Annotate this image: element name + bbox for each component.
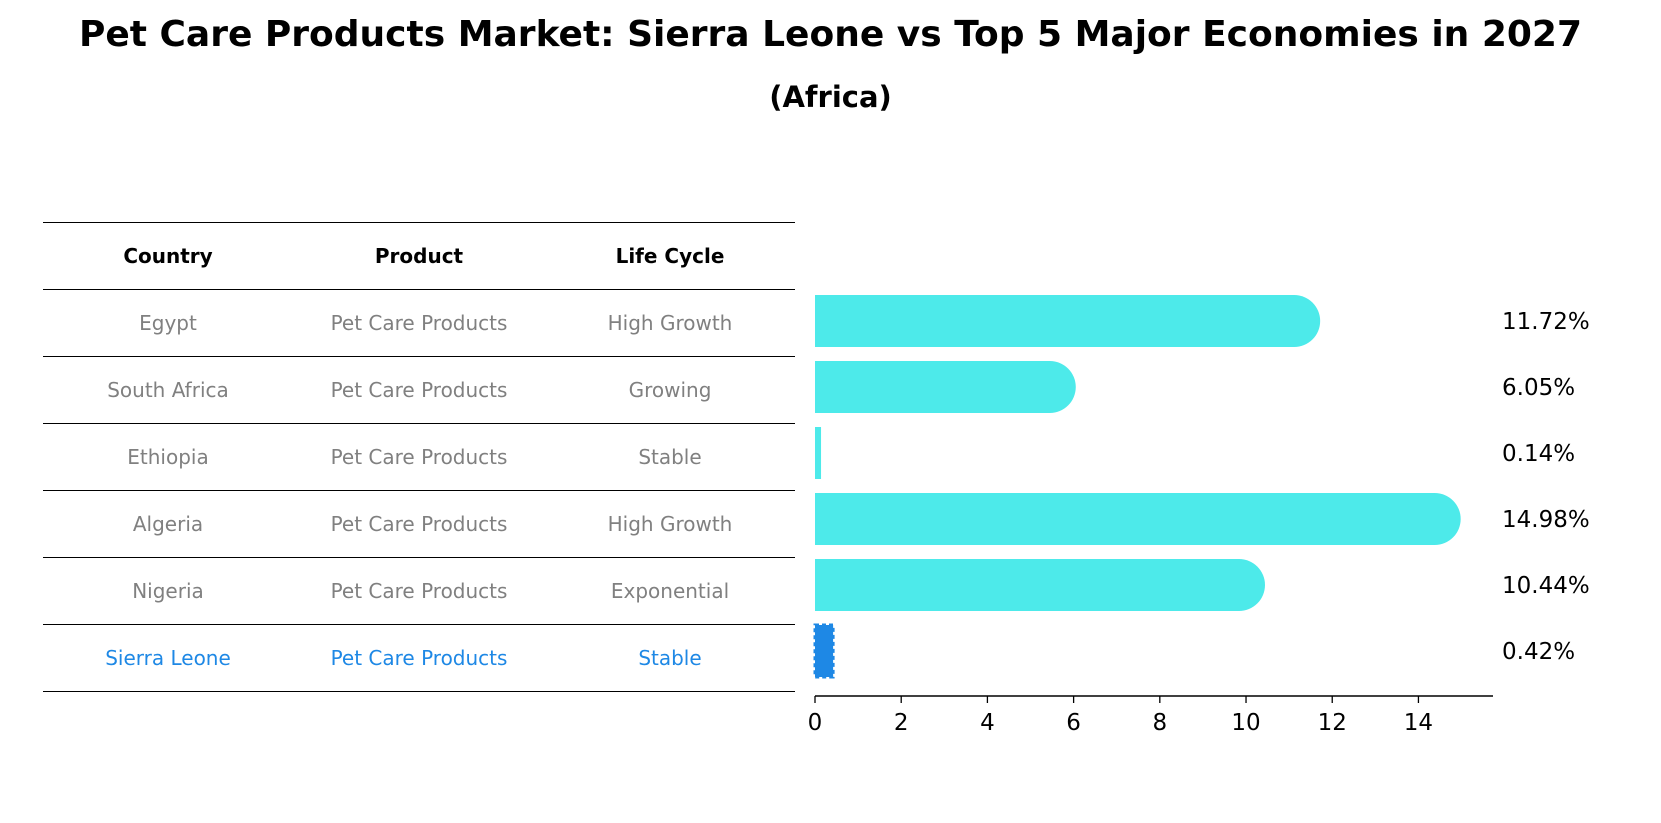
column-header-country: Country (43, 222, 293, 290)
table-row: Egypt Pet Care Products High Growth (43, 289, 795, 357)
cell-life-cycle: High Growth (545, 490, 795, 558)
chart-subtitle: (Africa) (769, 80, 892, 114)
cell-country: Algeria (43, 490, 293, 558)
x-tick-label: 2 (894, 710, 909, 736)
cell-country: Sierra Leone (43, 624, 293, 692)
cell-product: Pet Care Products (293, 289, 545, 357)
cell-country: South Africa (43, 356, 293, 424)
cell-country: Nigeria (43, 557, 293, 625)
bar-value-label: 0.42% (1502, 639, 1575, 665)
table-row-highlighted: Sierra Leone Pet Care Products Stable (43, 624, 795, 692)
x-tick-label: 10 (1231, 710, 1260, 736)
data-table: Country Product Life Cycle Egypt Pet Car… (43, 222, 795, 692)
x-tick-label: 4 (980, 710, 995, 736)
table-row: Algeria Pet Care Products High Growth (43, 490, 795, 558)
bar-value-label: 10.44% (1502, 573, 1590, 599)
bar-value-label: 6.05% (1502, 375, 1575, 401)
x-tick-label: 14 (1404, 710, 1433, 736)
cell-life-cycle: Stable (545, 423, 795, 491)
bar (815, 559, 1265, 611)
bar-highlighted (813, 623, 835, 679)
cell-country: Egypt (43, 289, 293, 357)
bar (815, 427, 822, 479)
cell-product: Pet Care Products (293, 356, 545, 424)
cell-life-cycle: Growing (545, 356, 795, 424)
cell-life-cycle: High Growth (545, 289, 795, 357)
column-header-product: Product (293, 222, 545, 290)
cell-product: Pet Care Products (293, 423, 545, 491)
x-tick-label: 0 (808, 710, 823, 736)
table-row: South Africa Pet Care Products Growing (43, 356, 795, 424)
table-header-row: Country Product Life Cycle (43, 222, 795, 290)
bar-value-label: 11.72% (1502, 309, 1590, 335)
cell-country: Ethiopia (43, 423, 293, 491)
bar (815, 493, 1461, 545)
cell-product: Pet Care Products (293, 624, 545, 692)
table-row: Nigeria Pet Care Products Exponential (43, 557, 795, 625)
bar (815, 295, 1321, 347)
x-tick-label: 6 (1066, 710, 1081, 736)
bar-value-label: 0.14% (1502, 441, 1575, 467)
x-tick-label: 12 (1318, 710, 1347, 736)
column-header-life-cycle: Life Cycle (545, 222, 795, 290)
bar (815, 361, 1076, 413)
cell-product: Pet Care Products (293, 557, 545, 625)
cell-life-cycle: Exponential (545, 557, 795, 625)
table-row: Ethiopia Pet Care Products Stable (43, 423, 795, 491)
chart-title: Pet Care Products Market: Sierra Leone v… (78, 14, 1583, 55)
cell-product: Pet Care Products (293, 490, 545, 558)
bar-value-label: 14.98% (1502, 507, 1590, 533)
cell-life-cycle: Stable (545, 624, 795, 692)
x-tick-label: 8 (1152, 710, 1167, 736)
